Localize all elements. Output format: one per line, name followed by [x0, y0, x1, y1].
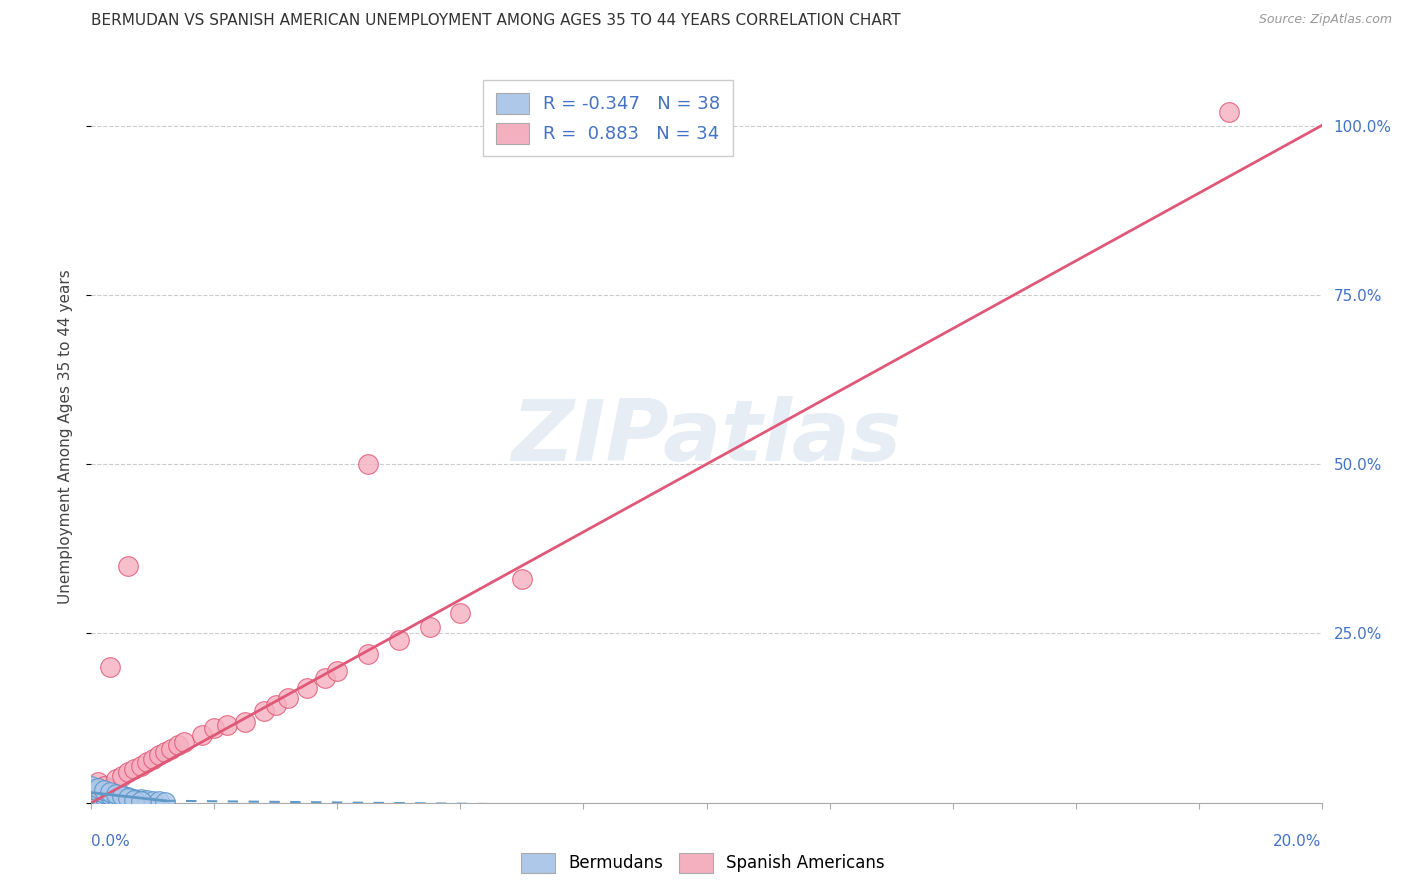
Point	[80, 786, 103, 800]
Point	[105, 789, 127, 804]
Point	[98, 785, 121, 799]
Y-axis label: Unemployment Among Ages 35 to 44 years: Unemployment Among Ages 35 to 44 years	[58, 269, 73, 605]
Point	[105, 772, 127, 786]
Point	[314, 671, 336, 685]
Point	[86, 775, 108, 789]
Text: BERMUDAN VS SPANISH AMERICAN UNEMPLOYMENT AMONG AGES 35 TO 44 YEARS CORRELATION : BERMUDAN VS SPANISH AMERICAN UNEMPLOYMEN…	[91, 13, 901, 29]
Point	[129, 794, 152, 808]
Legend: Bermudans, Spanish Americans: Bermudans, Spanish Americans	[515, 847, 891, 880]
Point	[117, 558, 139, 573]
Point	[93, 783, 115, 797]
Point	[142, 752, 165, 766]
Point	[253, 705, 276, 719]
Point	[191, 728, 214, 742]
Text: 20.0%: 20.0%	[1274, 834, 1322, 849]
Point	[124, 792, 146, 806]
Text: 0.0%: 0.0%	[91, 834, 131, 849]
Point	[357, 647, 380, 661]
Point	[105, 787, 127, 801]
Point	[264, 698, 287, 712]
Point	[148, 748, 170, 763]
Point	[86, 783, 108, 797]
Point	[111, 791, 134, 805]
Point	[80, 779, 103, 793]
Point	[129, 794, 152, 808]
Point	[148, 794, 170, 808]
Point	[124, 796, 146, 810]
Text: Source: ZipAtlas.com: Source: ZipAtlas.com	[1258, 13, 1392, 27]
Point	[129, 758, 152, 772]
Legend: R = -0.347   N = 38, R =  0.883   N = 34: R = -0.347 N = 38, R = 0.883 N = 34	[484, 80, 733, 156]
Point	[117, 790, 139, 805]
Point	[449, 606, 471, 620]
Point	[111, 789, 134, 803]
Point	[105, 791, 127, 805]
Point	[98, 789, 121, 803]
Point	[160, 741, 183, 756]
Point	[98, 660, 121, 674]
Point	[86, 780, 108, 795]
Point	[117, 791, 139, 805]
Point	[153, 795, 177, 809]
Point	[277, 690, 299, 705]
Point	[1218, 105, 1240, 120]
Point	[98, 782, 121, 797]
Point	[135, 793, 157, 807]
Point	[295, 681, 318, 695]
Point	[80, 792, 103, 806]
Point	[98, 791, 121, 805]
Point	[86, 788, 108, 802]
Point	[93, 789, 115, 803]
Point	[93, 790, 115, 805]
Point	[111, 769, 134, 783]
Point	[111, 788, 134, 802]
Point	[80, 782, 103, 797]
Point	[80, 796, 103, 810]
Point	[111, 794, 134, 808]
Point	[124, 793, 146, 807]
Point	[86, 794, 108, 808]
Text: ZIPatlas: ZIPatlas	[512, 395, 901, 479]
Point	[124, 762, 146, 776]
Point	[142, 794, 165, 808]
Point	[129, 792, 152, 806]
Point	[105, 793, 127, 807]
Point	[117, 795, 139, 809]
Point	[233, 714, 256, 729]
Point	[215, 718, 238, 732]
Point	[173, 735, 195, 749]
Point	[357, 457, 380, 471]
Point	[388, 633, 411, 648]
Point	[510, 572, 533, 586]
Point	[419, 620, 441, 634]
Point	[117, 765, 139, 780]
Point	[153, 745, 177, 759]
Point	[326, 664, 349, 678]
Point	[98, 788, 121, 802]
Point	[93, 779, 115, 793]
Point	[135, 755, 157, 769]
Point	[202, 721, 225, 735]
Point	[166, 738, 188, 752]
Point	[93, 786, 115, 800]
